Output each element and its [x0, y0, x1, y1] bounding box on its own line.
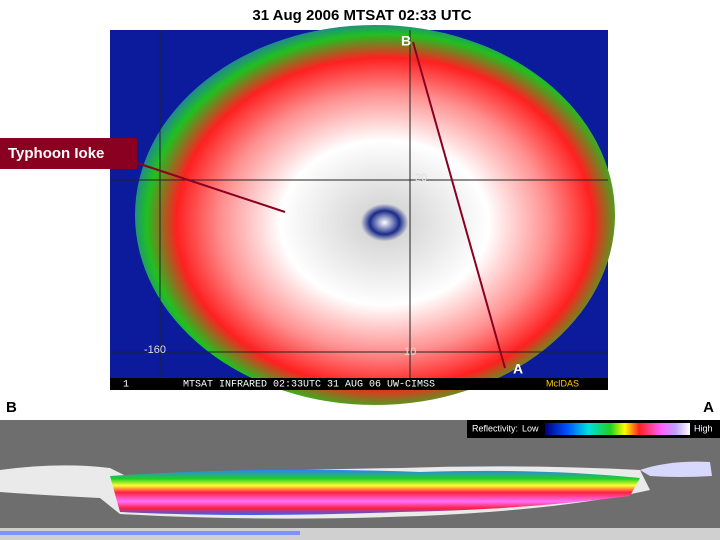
legend-colorbar: [545, 423, 690, 435]
cloud-fragment: [640, 461, 712, 477]
title: 31 Aug 2006 MTSAT 02:33 UTC: [252, 7, 471, 24]
software-label: McIDAS: [546, 378, 579, 388]
legend-high: High: [694, 423, 713, 433]
end-label: A: [703, 399, 714, 416]
point-label: B: [401, 33, 411, 49]
latitude-label: 10: [404, 346, 416, 358]
precipitation-band: [110, 469, 640, 515]
caption-bar: [110, 378, 608, 390]
point-label: A: [513, 361, 523, 377]
longitude-label: -160: [144, 344, 166, 356]
frame-number: 1: [123, 380, 129, 391]
callout-pointer: [136, 162, 286, 213]
callout-label: Typhoon Ioke: [8, 145, 104, 162]
latitude-label: 20: [415, 172, 427, 184]
end-label: B: [6, 399, 17, 416]
callout-box: [0, 138, 137, 169]
surface-strip: [0, 531, 300, 535]
cross-section-track: [412, 41, 506, 369]
typhoon-cloud: [135, 25, 615, 405]
image-caption: MTSAT INFRARED 02:33UTC 31 AUG 06 UW-CIM…: [183, 380, 435, 391]
legend-low: Low: [522, 423, 539, 433]
legend-title: Reflectivity:: [472, 423, 518, 433]
